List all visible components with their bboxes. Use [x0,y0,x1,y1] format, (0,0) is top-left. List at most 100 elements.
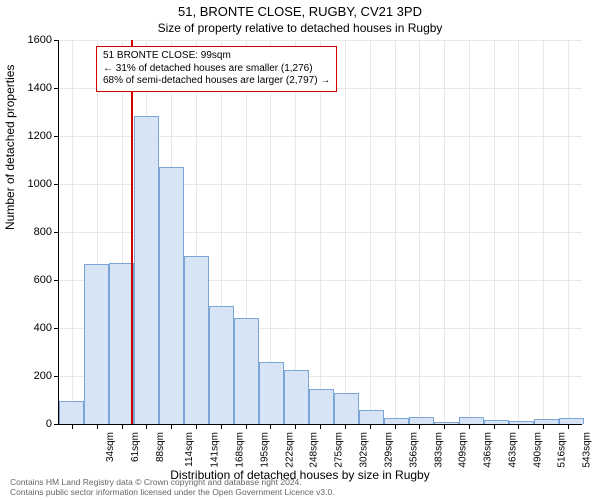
histogram-bar [459,417,484,424]
xtick-label: 195sqm [260,432,271,468]
gridline-v [568,40,569,424]
gridline-v [518,40,519,424]
gridline-v [444,40,445,424]
histogram-bar [359,410,384,424]
xtick-label: 383sqm [434,432,445,468]
ytick-mark [54,424,59,425]
chart-title-sub: Size of property relative to detached ho… [0,21,600,35]
xtick-mark [171,424,172,429]
xtick-mark [568,424,569,429]
xtick-mark [543,424,544,429]
xtick-label: 436sqm [483,432,494,468]
xtick-mark [97,424,98,429]
xtick-mark [370,424,371,429]
histogram-bar [234,318,259,424]
xtick-label: 490sqm [533,432,544,468]
annotation-box: 51 BRONTE CLOSE: 99sqm ← 31% of detached… [96,46,337,92]
xtick-mark [221,424,222,429]
ytick-label: 400 [34,322,52,334]
gridline-v [543,40,544,424]
plot-area [58,40,582,425]
ytick-label: 1000 [28,178,52,190]
gridline-v [419,40,420,424]
xtick-label: 114sqm [184,432,195,467]
xtick-mark [295,424,296,429]
xtick-label: 516sqm [557,432,568,468]
histogram-bar [59,401,84,424]
gridline-v [370,40,371,424]
histogram-bar [134,116,159,424]
ytick-mark [54,184,59,185]
reference-line [131,40,133,424]
xtick-mark [246,424,247,429]
gridline-v [320,40,321,424]
gridline-v [295,40,296,424]
annotation-line-3: 68% of semi-detached houses are larger (… [103,75,330,88]
xtick-mark [146,424,147,429]
xtick-mark [345,424,346,429]
ytick-label: 1400 [28,82,52,94]
histogram-bar [334,393,359,424]
ytick-mark [54,232,59,233]
xtick-label: 141sqm [210,432,221,468]
xtick-mark [444,424,445,429]
xtick-label: 302sqm [359,432,370,468]
xtick-mark [72,424,73,429]
xtick-mark [196,424,197,429]
histogram-bar [534,419,559,424]
xtick-mark [469,424,470,429]
histogram-bar [434,422,459,424]
ytick-mark [54,328,59,329]
gridline-v [494,40,495,424]
ytick-mark [54,40,59,41]
y-axis-label: Number of detached properties [3,65,17,230]
histogram-bar [384,418,409,424]
histogram-bar [509,421,534,424]
histogram-bar [159,167,184,424]
xtick-mark [494,424,495,429]
ytick-mark [54,280,59,281]
xtick-label: 275sqm [334,432,345,468]
annotation-line-2: ← 31% of detached houses are smaller (1,… [103,63,330,76]
gridline-v [469,40,470,424]
ytick-label: 1600 [28,34,52,46]
histogram-bar [184,256,209,424]
footer-attribution: Contains HM Land Registry data © Crown c… [10,478,335,498]
histogram-bar [284,370,309,424]
xtick-label: 329sqm [384,432,395,468]
xtick-label: 168sqm [235,432,246,468]
histogram-bar [409,417,434,424]
gridline-v [72,40,73,424]
ytick-mark [54,136,59,137]
xtick-mark [395,424,396,429]
ytick-label: 800 [34,226,52,238]
histogram-bar [309,389,334,424]
xtick-label: 463sqm [508,432,519,468]
ytick-label: 1200 [28,130,52,142]
xtick-mark [518,424,519,429]
xtick-mark [320,424,321,429]
histogram-bar [559,418,584,424]
ytick-label: 600 [34,274,52,286]
ytick-mark [54,88,59,89]
histogram-bar [259,362,284,424]
ytick-mark [54,376,59,377]
gridline-v [345,40,346,424]
xtick-label: 34sqm [105,432,116,462]
gridline-v [395,40,396,424]
xtick-label: 409sqm [458,432,469,468]
footer-line-2: Contains public sector information licen… [10,488,335,498]
histogram-bar [84,264,109,424]
xtick-label: 61sqm [130,432,141,462]
xtick-label: 88sqm [155,432,166,462]
xtick-label: 356sqm [409,432,420,468]
xtick-label: 543sqm [582,432,593,468]
ytick-label: 0 [46,418,52,430]
annotation-line-1: 51 BRONTE CLOSE: 99sqm [103,50,330,63]
property-size-chart: 51, BRONTE CLOSE, RUGBY, CV21 3PD Size o… [0,0,600,500]
ytick-label: 200 [34,370,52,382]
xtick-label: 222sqm [285,432,296,468]
xtick-label: 248sqm [309,432,320,468]
histogram-bar [209,306,234,424]
chart-title-address: 51, BRONTE CLOSE, RUGBY, CV21 3PD [0,4,600,19]
